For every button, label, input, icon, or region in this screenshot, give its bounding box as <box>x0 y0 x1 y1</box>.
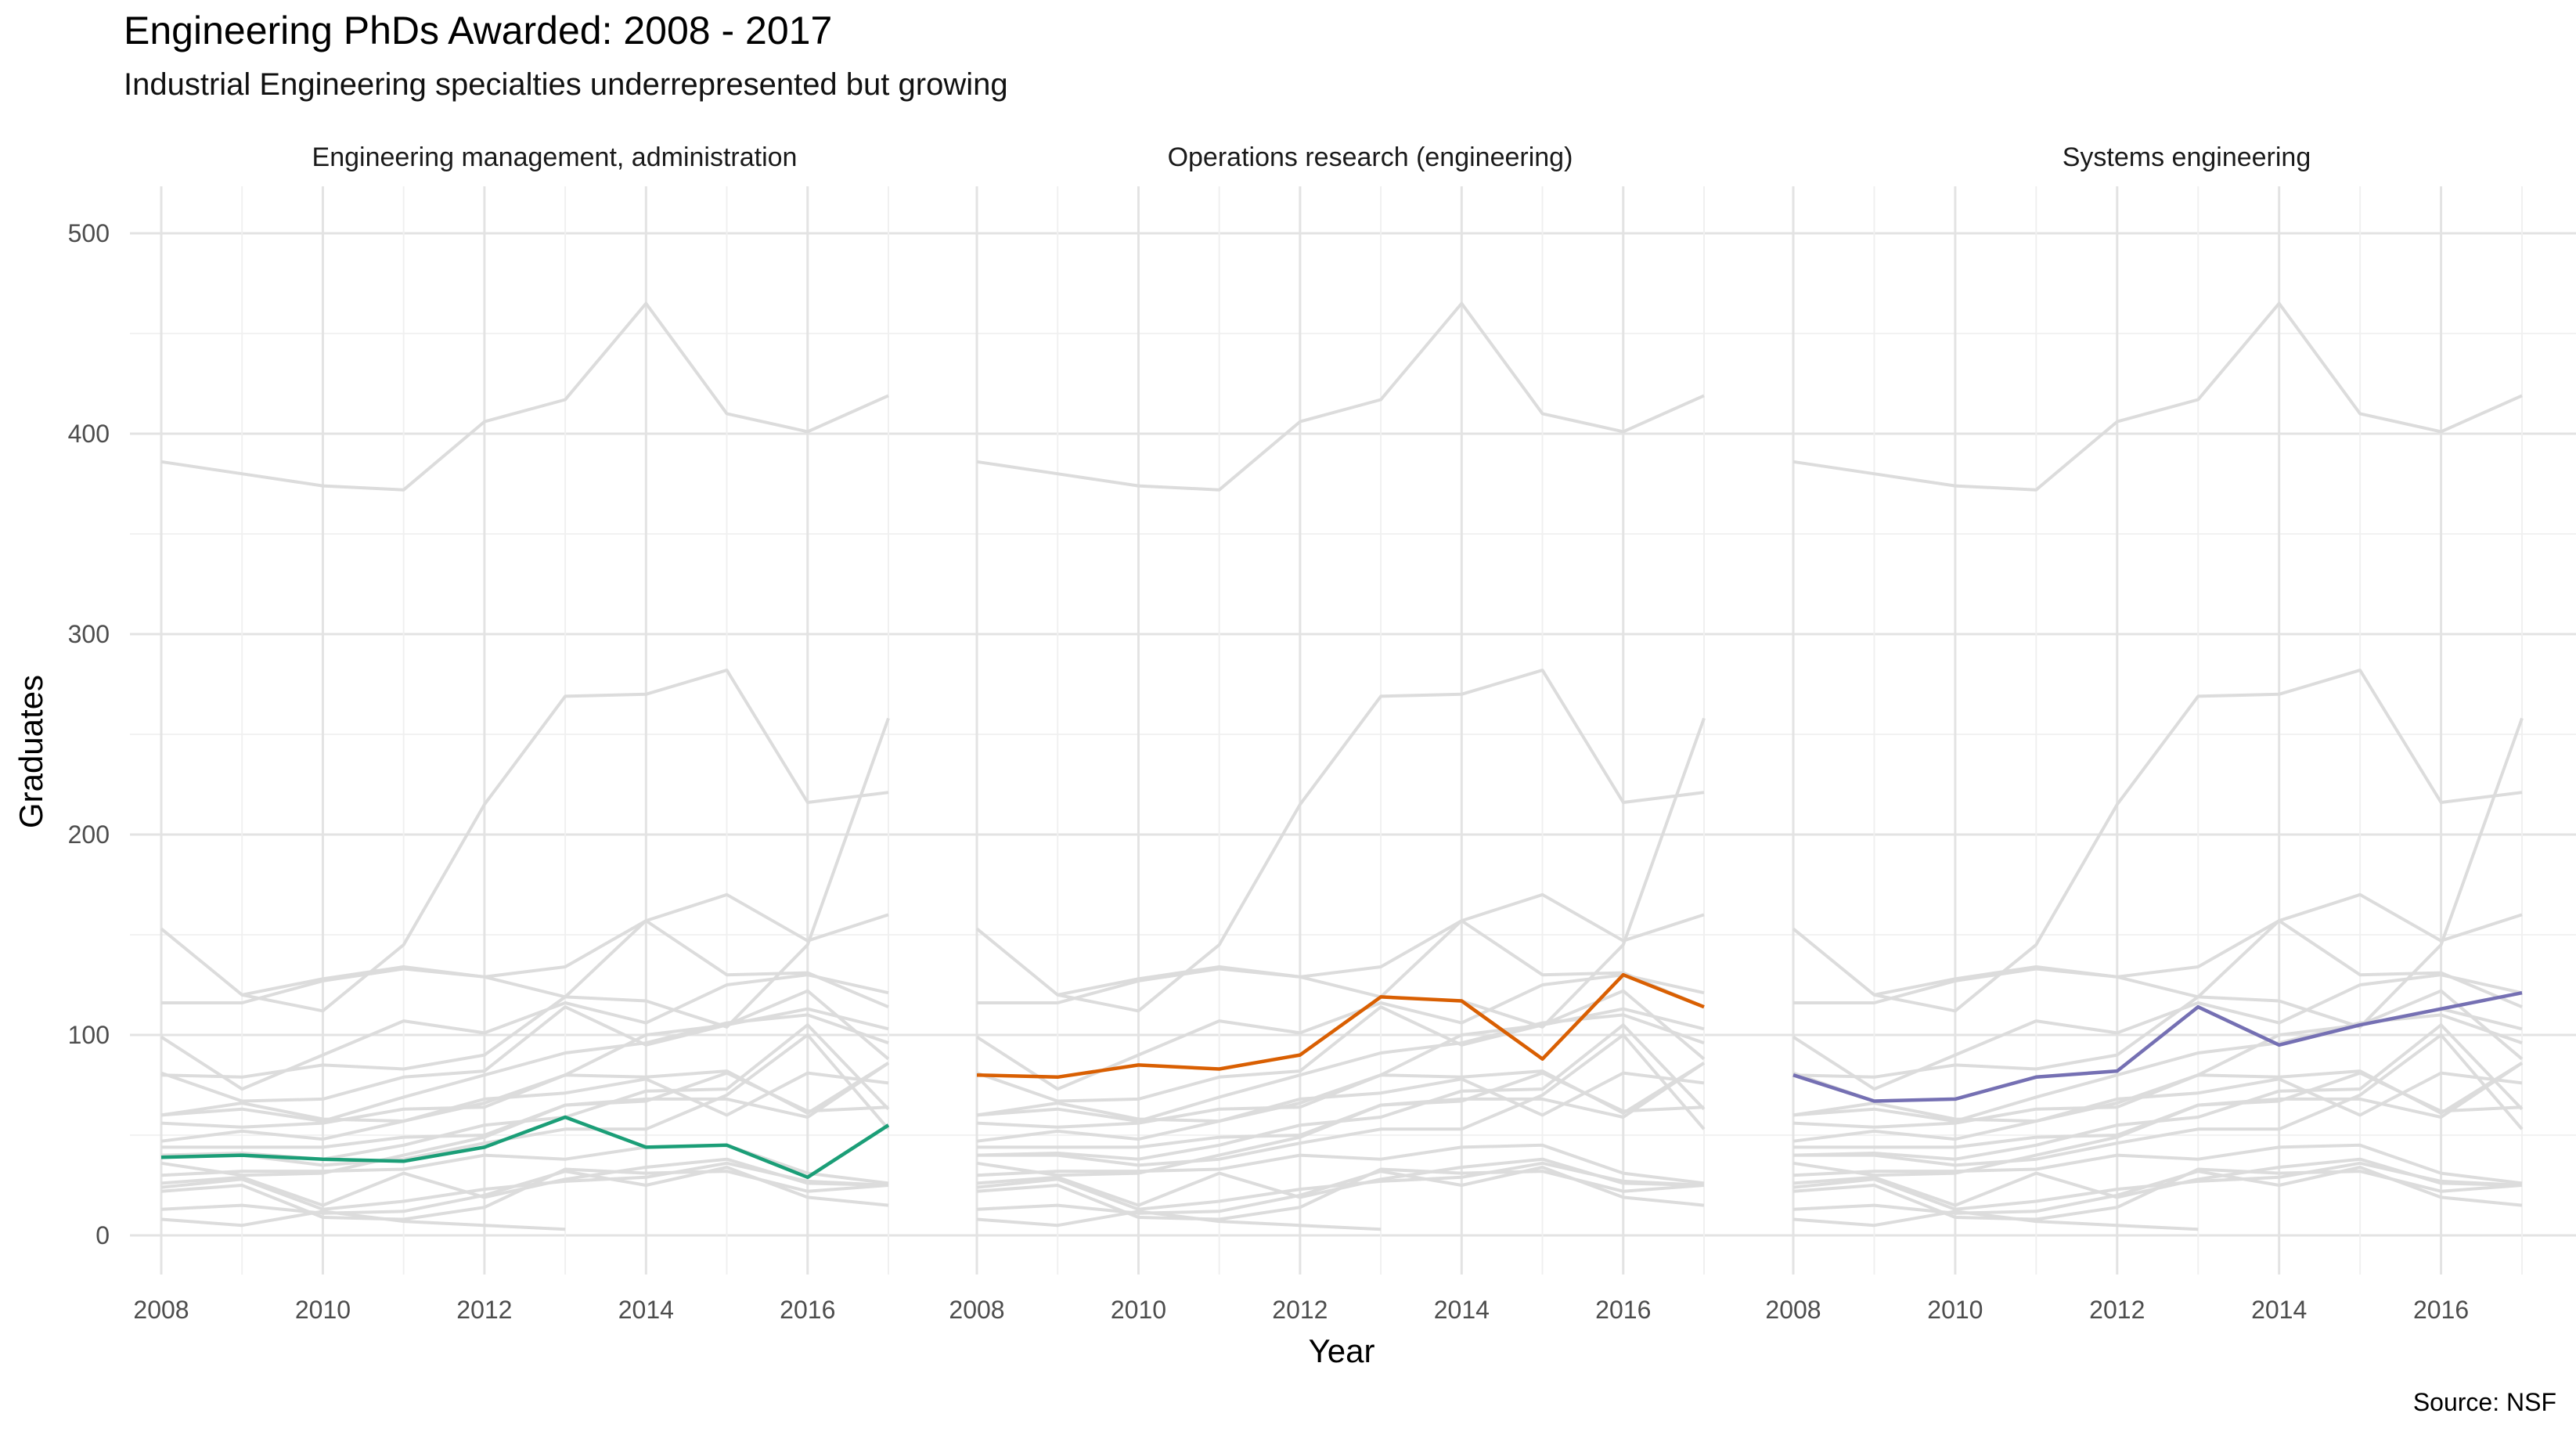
background-series-line <box>976 1143 1705 1185</box>
background-series-line <box>975 892 1705 997</box>
background-series-line <box>241 669 889 1013</box>
panel-2: Operations research (engineering) 2008 201… <box>946 142 1795 1324</box>
x-tick-label: 2014 <box>618 1296 674 1324</box>
background-series-line <box>161 1033 890 1167</box>
x-tick-label: 2010 <box>295 1296 351 1324</box>
y-tick-label: 0 <box>95 1221 110 1249</box>
highlight-series-line <box>976 972 1705 1080</box>
background-series-line <box>1792 892 2523 997</box>
x-tick-label: 2008 <box>133 1296 189 1324</box>
highlight-series-line <box>1792 990 2523 1103</box>
x-tick-label: 2014 <box>1434 1296 1490 1324</box>
background-series-line <box>976 1013 1705 1123</box>
background-series-line <box>1792 1062 2524 1177</box>
panel-strip-label: Engineering management, administration <box>312 142 798 172</box>
x-tick-label: 2016 <box>2413 1296 2469 1324</box>
background-series-line <box>1792 1143 2523 1185</box>
x-tick-label: 2012 <box>1272 1296 1328 1324</box>
x-tick-label: 2012 <box>2089 1296 2145 1324</box>
background-series-line <box>1792 1013 2523 1123</box>
background-series-line <box>1792 1071 2523 1143</box>
background-series-line <box>160 1013 889 1123</box>
background-series-line <box>977 1033 1706 1167</box>
background-series-line <box>1792 1167 2523 1221</box>
y-tick-label: 200 <box>68 820 110 849</box>
background-series-line <box>161 717 890 1029</box>
x-tick-label: 2008 <box>1765 1296 1821 1324</box>
background-series-line <box>976 989 1706 1123</box>
panel-strip-label: Operations research (engineering) <box>1168 142 1573 172</box>
background-series-line <box>160 919 889 1079</box>
chart-title: Engineering PhDs Awarded: 2008 - 2017 <box>124 9 833 52</box>
y-axis-tick-labels: 0 100 200 300 400 500 <box>68 219 110 1249</box>
background-series-line <box>1792 1166 2523 1215</box>
background-series-line <box>1792 1161 2523 1211</box>
background-series-line <box>976 1166 1705 1215</box>
y-axis-title: Graduates <box>13 675 49 828</box>
highlight-series-line <box>160 1115 890 1180</box>
x-tick-label: 2010 <box>1111 1296 1166 1324</box>
x-tick-label: 2016 <box>1595 1296 1651 1324</box>
background-series-line <box>976 1062 1706 1177</box>
background-series-line <box>160 1161 889 1211</box>
x-tick-label: 2010 <box>1927 1296 1983 1324</box>
background-series-line <box>977 717 1706 1029</box>
source-caption: Source: NSF <box>2413 1388 2556 1416</box>
y-tick-label: 100 <box>68 1021 110 1049</box>
y-tick-label: 500 <box>68 219 110 247</box>
panel-1: Engineering management, administration 20… <box>130 142 979 1324</box>
background-series-line <box>1057 669 1705 1013</box>
background-series-line <box>976 1210 1382 1231</box>
background-series-line <box>160 989 890 1123</box>
chart-subtitle: Industrial Engineering specialties under… <box>124 67 1008 102</box>
x-tick-label: 2014 <box>2251 1296 2307 1324</box>
panel-strip-label: Systems engineering <box>2063 142 2311 172</box>
background-series-line <box>160 1062 890 1177</box>
background-series-line <box>160 1166 889 1215</box>
x-axis-title: Year <box>1309 1332 1375 1369</box>
background-series-line <box>160 1210 566 1231</box>
y-tick-label: 300 <box>68 620 110 648</box>
background-series-line <box>160 1167 889 1221</box>
background-series-line <box>1874 669 2523 1013</box>
background-series-line <box>160 301 889 492</box>
background-series-line <box>160 1143 889 1185</box>
background-series-line <box>160 892 889 997</box>
background-series-line <box>976 1161 1705 1211</box>
background-series-line <box>160 1005 889 1103</box>
background-series-line <box>1792 919 2523 1079</box>
x-tick-label: 2008 <box>949 1296 1004 1324</box>
background-series-line <box>1792 989 2524 1123</box>
background-series-line <box>976 1071 1705 1143</box>
x-tick-label: 2012 <box>456 1296 512 1324</box>
background-series-line <box>976 1167 1705 1221</box>
background-series-line <box>1792 1210 2199 1231</box>
background-series-line <box>1793 1033 2524 1167</box>
background-series-line <box>1793 717 2524 1029</box>
y-tick-label: 400 <box>68 420 110 448</box>
background-series-line <box>976 301 1705 492</box>
x-tick-label: 2016 <box>780 1296 835 1324</box>
panel-3: Systems engineering 2008 2010 2012 2014 2016 <box>1762 142 2576 1324</box>
background-series-line <box>160 1071 889 1143</box>
background-series-line <box>1792 301 2523 492</box>
